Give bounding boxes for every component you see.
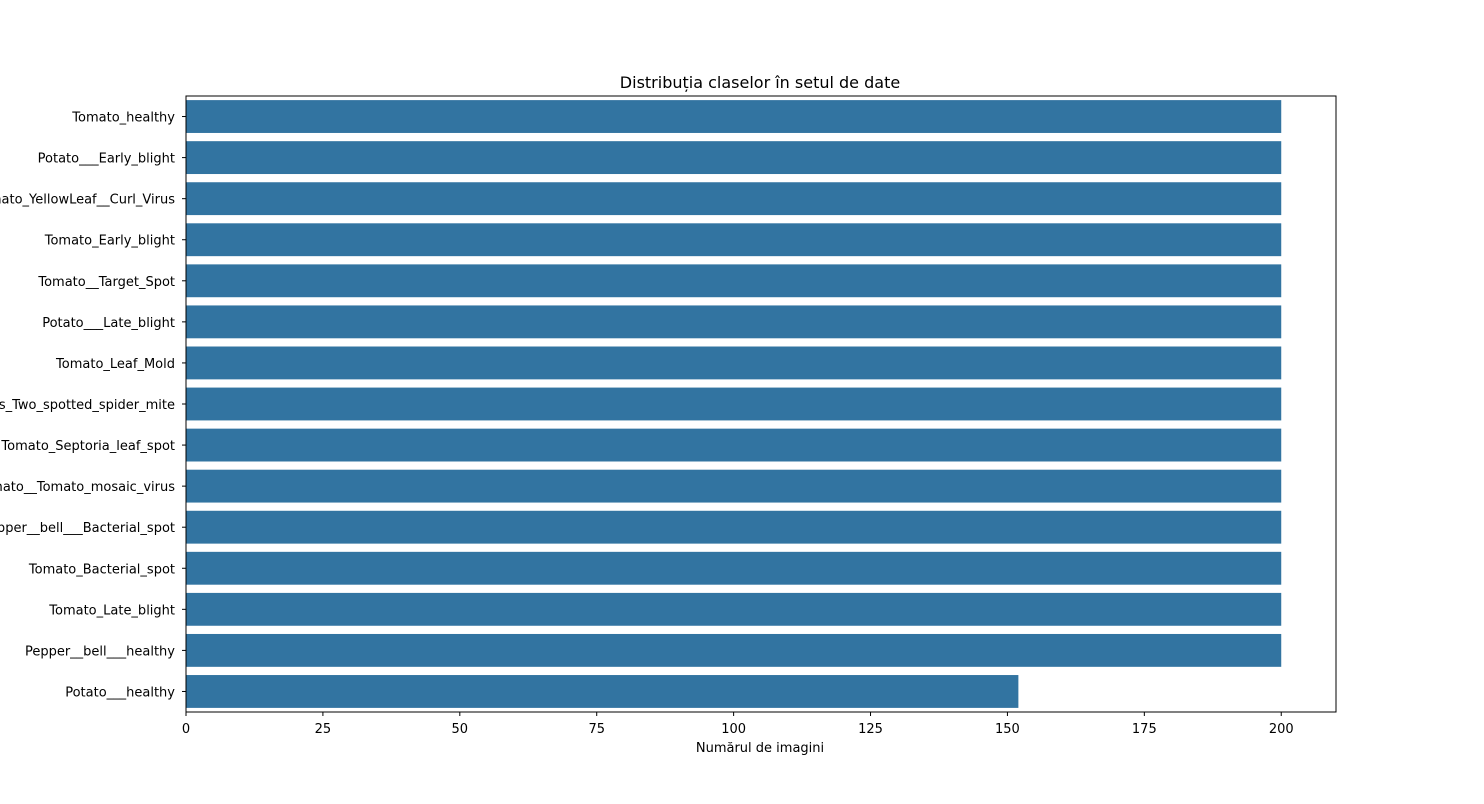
y-tick-label: Pepper__bell___healthy <box>25 644 175 659</box>
bar <box>186 182 1282 216</box>
y-tick-label: Tomato_Bacterial_spot <box>28 562 175 577</box>
bars-layer <box>186 100 1282 708</box>
x-axis: 0 25 50 75 100 125 150 175 200 <box>182 712 1294 737</box>
y-tick-label: Tomato__Target_Spot <box>37 275 175 290</box>
y-tick-label: Tomato_Late_blight <box>48 603 175 618</box>
bar <box>186 223 1282 257</box>
x-tick-label: 175 <box>1132 722 1157 737</box>
bar <box>186 141 1282 175</box>
y-tick-label: Potato___healthy <box>65 685 175 700</box>
x-tick-label: 150 <box>995 722 1020 737</box>
bar <box>186 633 1282 667</box>
bar <box>186 510 1282 544</box>
bar <box>186 387 1282 421</box>
y-tick-label: Tomato_Early_blight <box>44 234 175 249</box>
y-tick-label: Tomato_Leaf_Mold <box>55 357 175 372</box>
chart-title: Distribuția claselor în setul de date <box>620 73 900 92</box>
x-tick-label: 75 <box>588 722 605 737</box>
y-tick-label: Tomato__Tomato_YellowLeaf__Curl_Virus <box>0 193 175 208</box>
y-tick-label: Pepper__bell___Bacterial_spot <box>0 521 175 536</box>
bar <box>186 675 1019 708</box>
x-tick-label: 25 <box>315 722 332 737</box>
bar <box>186 469 1282 503</box>
bar <box>186 346 1282 380</box>
y-tick-label: Potato___Late_blight <box>42 316 175 331</box>
y-tick-label: Tomato__Tomato_mosaic_virus <box>0 480 175 495</box>
bar <box>186 551 1282 585</box>
x-tick-label: 125 <box>858 722 883 737</box>
bar <box>186 428 1282 462</box>
bar <box>186 592 1282 626</box>
x-tick-label: 0 <box>182 722 190 737</box>
y-axis: Tomato_healthy Potato___Early_blight Tomat… <box>0 111 186 700</box>
bar <box>186 100 1282 133</box>
x-tick-label: 100 <box>721 722 746 737</box>
y-tick-label: Tomato_healthy <box>71 111 175 126</box>
y-tick-label: Tomato_Spider_mites_Two_spotted_spider_m… <box>0 398 175 413</box>
x-tick-label: 200 <box>1269 722 1294 737</box>
x-tick-label: 50 <box>452 722 469 737</box>
y-tick-label: Tomato_Septoria_leaf_spot <box>0 439 175 454</box>
x-axis-label: Numărul de imagini <box>696 741 824 756</box>
bar <box>186 264 1282 298</box>
y-tick-label: Potato___Early_blight <box>38 152 175 167</box>
bar <box>186 305 1282 339</box>
